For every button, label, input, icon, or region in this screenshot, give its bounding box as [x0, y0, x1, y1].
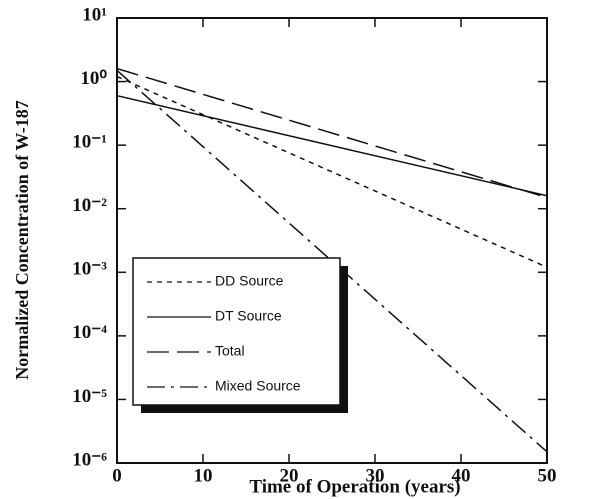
y-tick-label: 10⁻⁴: [72, 322, 107, 343]
x-axis-label: Time of Operation (years): [249, 476, 460, 497]
x-tick-label: 10: [194, 465, 213, 486]
x-tick-label: 0: [112, 465, 122, 486]
legend-label: Mixed Source: [215, 378, 301, 394]
legend-label: DD Source: [215, 273, 284, 289]
y-tick-label: 10⁻¹: [72, 132, 107, 153]
x-tick-label: 30: [366, 465, 385, 486]
y-tick-label: 10⁻²: [72, 195, 107, 216]
series-line: [116, 75, 548, 268]
legend-label: DT Source: [215, 308, 282, 324]
y-tick-label: 10⁻⁵: [72, 386, 107, 407]
series-line: [116, 67, 548, 199]
x-tick-label: 40: [452, 465, 471, 486]
y-tick-label: 10⁰: [80, 68, 107, 89]
x-tick-label: 20: [280, 465, 299, 486]
y-axis-label: Normalized Concentration of W-187: [12, 100, 32, 379]
series-line: [116, 69, 548, 453]
x-tick-label: 50: [538, 465, 557, 486]
series-line: [116, 94, 548, 197]
y-tick-label: 10¹: [82, 4, 107, 25]
y-tick-label: 10⁻³: [72, 259, 107, 280]
plot-frame: [116, 17, 548, 464]
legend-label: Total: [215, 343, 245, 359]
y-tick-label: 10⁻⁶: [72, 449, 107, 470]
